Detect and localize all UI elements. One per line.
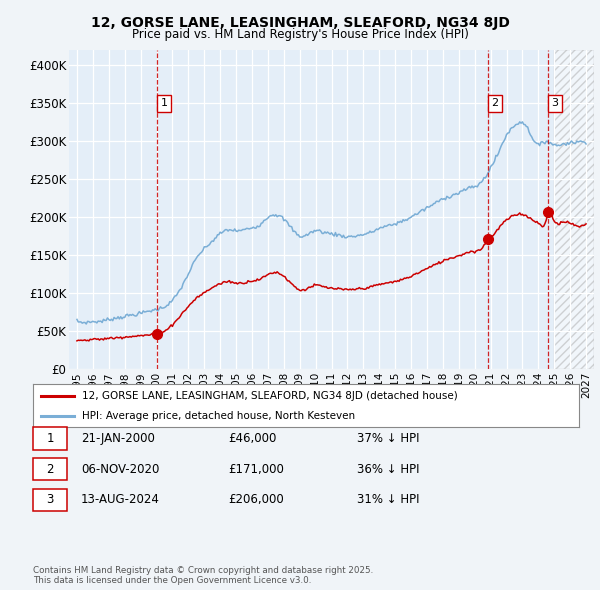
Text: HPI: Average price, detached house, North Kesteven: HPI: Average price, detached house, Nort… xyxy=(82,411,355,421)
Text: Contains HM Land Registry data © Crown copyright and database right 2025.
This d: Contains HM Land Registry data © Crown c… xyxy=(33,566,373,585)
Text: £206,000: £206,000 xyxy=(228,493,284,506)
Text: 3: 3 xyxy=(46,493,54,506)
Text: 1: 1 xyxy=(160,99,167,108)
Text: 21-JAN-2000: 21-JAN-2000 xyxy=(81,432,155,445)
Text: £46,000: £46,000 xyxy=(228,432,277,445)
Text: 13-AUG-2024: 13-AUG-2024 xyxy=(81,493,160,506)
Text: 2: 2 xyxy=(491,99,499,108)
Text: 12, GORSE LANE, LEASINGHAM, SLEAFORD, NG34 8JD (detached house): 12, GORSE LANE, LEASINGHAM, SLEAFORD, NG… xyxy=(82,391,458,401)
Bar xyxy=(554,50,594,369)
Text: 06-NOV-2020: 06-NOV-2020 xyxy=(81,463,160,476)
Text: £171,000: £171,000 xyxy=(228,463,284,476)
Text: 37% ↓ HPI: 37% ↓ HPI xyxy=(357,432,419,445)
Text: 2: 2 xyxy=(46,463,54,476)
Text: 12, GORSE LANE, LEASINGHAM, SLEAFORD, NG34 8JD: 12, GORSE LANE, LEASINGHAM, SLEAFORD, NG… xyxy=(91,16,509,30)
Bar xyxy=(554,50,594,369)
Text: Price paid vs. HM Land Registry's House Price Index (HPI): Price paid vs. HM Land Registry's House … xyxy=(131,28,469,41)
Text: 31% ↓ HPI: 31% ↓ HPI xyxy=(357,493,419,506)
Text: 36% ↓ HPI: 36% ↓ HPI xyxy=(357,463,419,476)
Text: 3: 3 xyxy=(551,99,559,108)
Text: 1: 1 xyxy=(46,432,54,445)
